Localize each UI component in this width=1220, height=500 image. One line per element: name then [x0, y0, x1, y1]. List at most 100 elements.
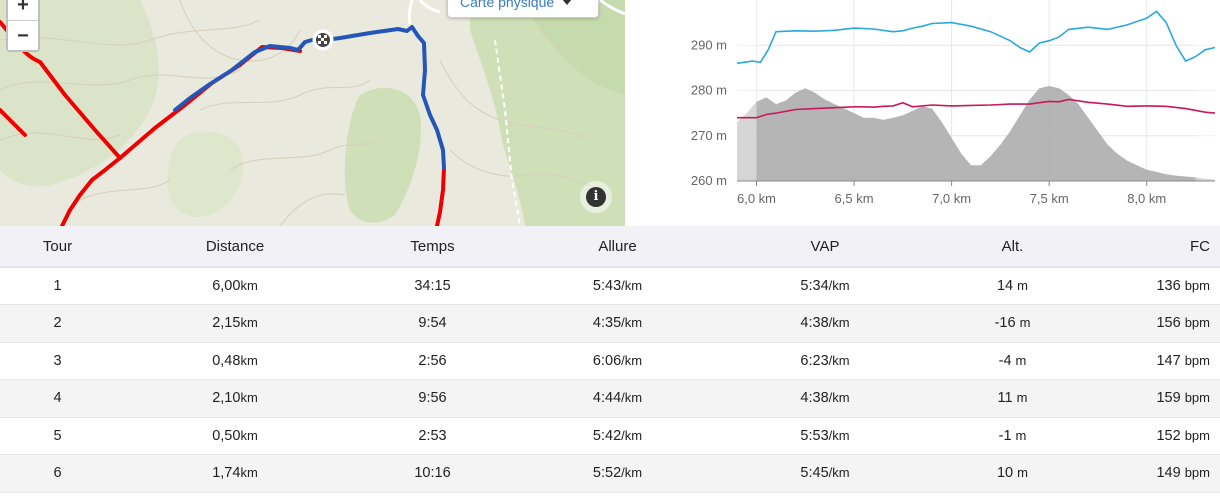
- header-tour[interactable]: Tour: [42, 237, 73, 255]
- distance-unit: km: [240, 278, 258, 293]
- cell-distance: 0,50km: [115, 417, 355, 455]
- distance-unit: km: [240, 427, 258, 443]
- table-row[interactable]: 2 2,15km 9:54 4:35/km 4:38/km -16 m 156 bpm: [0, 304, 1220, 343]
- finish-flag-icon: [312, 29, 334, 51]
- elevation-chart[interactable]: 6,0 km 6,5 km 7,0 km 7,5 km 8,0 km 260 m 270 …: [625, 0, 1220, 226]
- table-header-row: Tour Distance Temps Allure VAP Alt. FC: [0, 226, 1220, 267]
- allure-unit: /km: [621, 352, 643, 368]
- map-terrain: [0, 0, 625, 226]
- series-line-blue: [736, 10, 1216, 65]
- fc-value: 152: [1156, 427, 1181, 444]
- fc-unit: bpm: [1184, 315, 1210, 331]
- distance-unit: km: [240, 352, 258, 368]
- header-fc[interactable]: FC: [1190, 237, 1210, 255]
- table-row[interactable]: 3 0,48km 2:56 6:06/km 6:23/km -4 m 147 bpm: [0, 342, 1220, 380]
- distance-value: 2,15: [212, 315, 241, 332]
- distance-unit: km: [240, 465, 258, 481]
- allure-unit: /km: [621, 427, 643, 443]
- temps-value: 9:54: [418, 315, 447, 332]
- cell-alt: -16 m: [925, 305, 1100, 343]
- vap-value: 5:34: [800, 278, 829, 294]
- header-alt[interactable]: Alt.: [1001, 237, 1024, 255]
- selection-shade-right: [1195, 0, 1215, 181]
- allure-value: 6:06: [592, 352, 622, 369]
- alt-unit: m: [1017, 465, 1028, 481]
- table-row[interactable]: 4 2,10km 9:56 4:44/km 4:38/km 11 m 159 bpm: [0, 379, 1220, 418]
- allure-value: 5:52: [592, 465, 622, 482]
- vap-value: 4:38: [800, 390, 829, 407]
- cell-tour: 5: [0, 417, 115, 455]
- distance-unit: km: [240, 390, 258, 406]
- cell-vap: 4:38/km: [725, 380, 925, 418]
- elevation-chart-svg: 6,0 km 6,5 km 7,0 km 7,5 km 8,0 km 260 m 270 …: [691, 0, 1216, 206]
- table-row[interactable]: 6 1,74km 10:16 5:52/km 5:45/km 10 m 149 bpm: [0, 454, 1220, 493]
- temps-value: 34:15: [414, 278, 451, 294]
- allure-value: 4:35: [592, 315, 622, 332]
- y-tick-label: 280 m: [691, 83, 727, 98]
- table-row[interactable]: 1 6,00km 34:15 5:43/km 5:34/km 14 m 136 bpm: [0, 267, 1220, 305]
- tour-value: 5: [53, 427, 62, 444]
- route-map[interactable]: + − Carte physique i: [0, 0, 625, 226]
- selection-shade-left: [737, 0, 757, 181]
- fc-unit: bpm: [1184, 390, 1210, 406]
- cell-distance: 1,74km: [115, 455, 355, 493]
- allure-unit: /km: [621, 278, 643, 293]
- temps-value: 10:16: [414, 465, 451, 482]
- cell-fc: 147 bpm: [1100, 342, 1220, 380]
- map-type-dropdown[interactable]: Carte physique: [447, 0, 599, 18]
- alt-value: 11: [997, 390, 1013, 407]
- x-tick-label: 7,0 km: [932, 191, 971, 206]
- cell-fc: 152 bpm: [1100, 417, 1220, 455]
- cell-distance: 2,15km: [115, 305, 355, 343]
- distance-value: 0,48: [212, 352, 241, 369]
- cell-vap: 6:23/km: [725, 342, 925, 380]
- header-temps[interactable]: Temps: [410, 237, 455, 255]
- fc-unit: bpm: [1184, 352, 1210, 368]
- vap-unit: /km: [828, 352, 850, 368]
- caret-down-icon: [562, 0, 573, 5]
- cell-fc: 149 bpm: [1100, 455, 1220, 493]
- zoom-in-button[interactable]: +: [8, 0, 38, 20]
- vap-unit: /km: [828, 465, 850, 481]
- allure-unit: /km: [621, 315, 643, 331]
- y-tick-label: 260 m: [691, 173, 727, 188]
- map-info-button[interactable]: i: [580, 181, 612, 213]
- cell-allure: 5:42/km: [510, 417, 725, 455]
- vap-unit: /km: [828, 427, 850, 443]
- cell-fc: 156 bpm: [1100, 305, 1220, 343]
- cell-temps: 2:56: [355, 342, 510, 380]
- cell-tour: 1: [0, 267, 115, 305]
- cell-temps: 9:54: [355, 305, 510, 343]
- cell-temps: 9:56: [355, 380, 510, 418]
- header-vap[interactable]: VAP: [810, 237, 840, 255]
- fc-value: 149: [1156, 465, 1181, 482]
- alt-unit: m: [1017, 278, 1028, 293]
- cell-distance: 2,10km: [115, 380, 355, 418]
- elevation-area: [737, 86, 1215, 181]
- temps-value: 2:56: [418, 352, 447, 369]
- fc-value: 147: [1156, 352, 1181, 369]
- header-allure[interactable]: Allure: [598, 237, 637, 255]
- laps-table: Tour Distance Temps Allure VAP Alt. FC 1…: [0, 226, 1220, 493]
- cell-alt: 10 m: [925, 455, 1100, 493]
- distance-value: 2,10: [212, 390, 241, 407]
- header-distance[interactable]: Distance: [205, 237, 265, 255]
- fc-value: 156: [1156, 315, 1181, 332]
- vap-value: 4:38: [800, 315, 829, 332]
- cell-alt: -1 m: [925, 417, 1100, 455]
- vap-value: 5:45: [800, 465, 829, 482]
- table-row[interactable]: 5 0,50km 2:53 5:42/km 5:53/km -1 m 152 bpm: [0, 417, 1220, 455]
- temps-value: 9:56: [418, 390, 447, 407]
- cell-fc: 136 bpm: [1100, 267, 1220, 305]
- zoom-out-button[interactable]: −: [8, 20, 38, 50]
- cell-allure: 5:52/km: [510, 455, 725, 493]
- alt-unit: m: [1015, 352, 1027, 368]
- alt-value: 14: [996, 278, 1014, 294]
- x-tick-label: 6,5 km: [835, 191, 874, 206]
- cell-tour: 6: [0, 455, 115, 493]
- allure-value: 5:42: [592, 427, 622, 444]
- series-line-red: [737, 98, 1216, 119]
- distance-value: 6,00: [212, 278, 241, 294]
- x-tick-label: 7,5 km: [1030, 191, 1069, 206]
- allure-value: 4:44: [592, 390, 622, 407]
